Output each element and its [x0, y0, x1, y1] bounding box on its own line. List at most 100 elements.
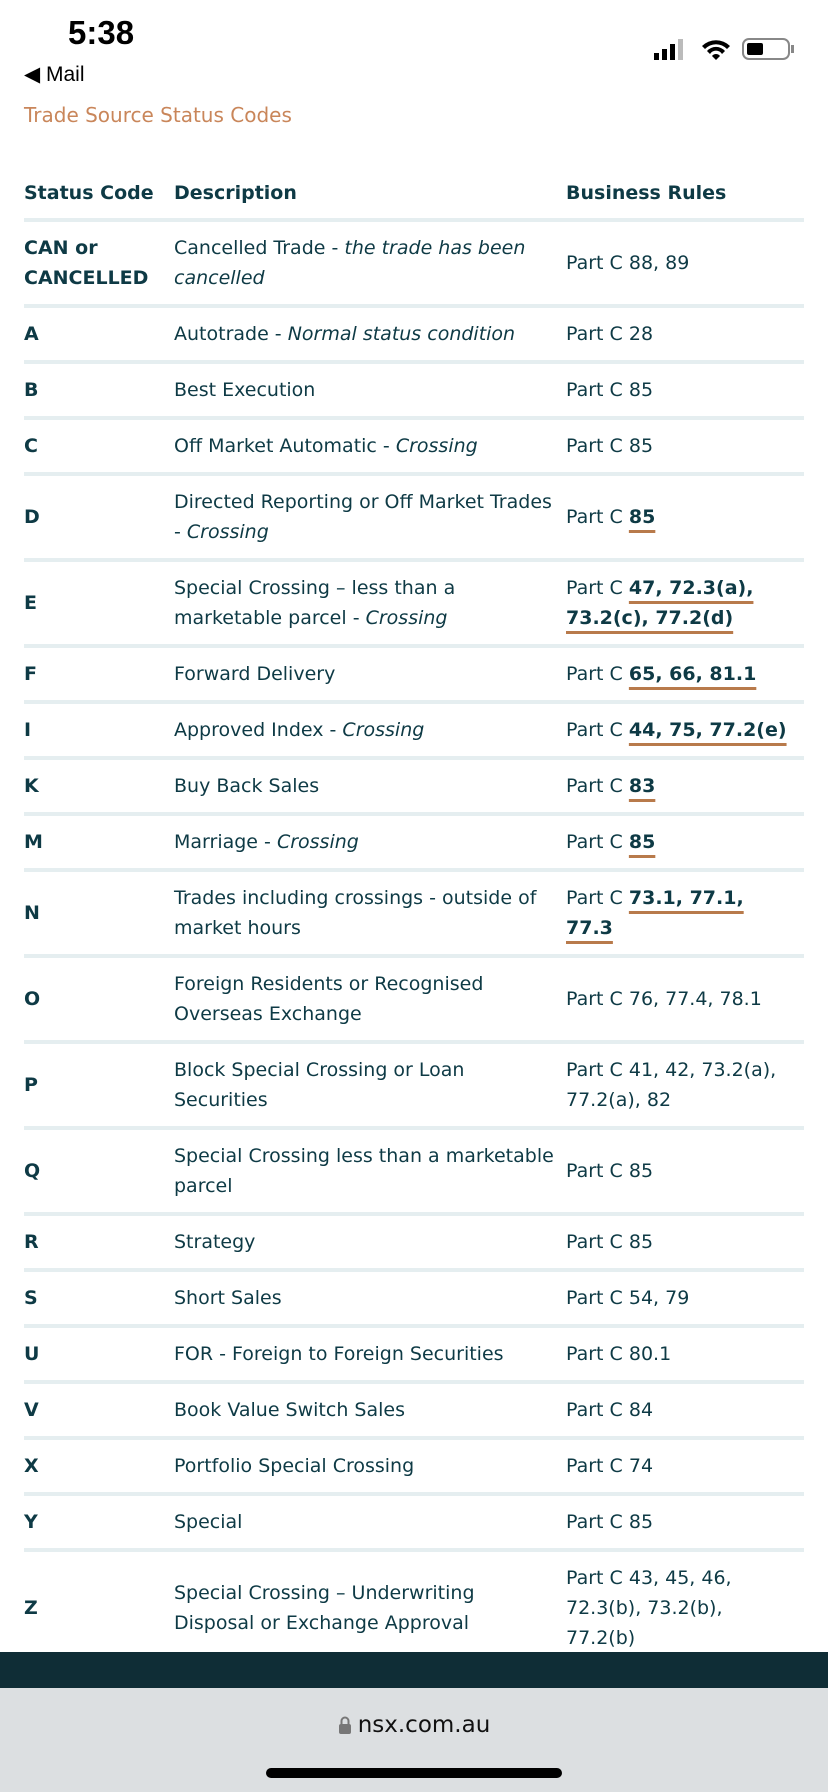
status-code: U: [24, 1326, 174, 1384]
status-code: K: [24, 758, 174, 816]
business-rules: Part C 44, 75, 77.2(e): [566, 702, 804, 760]
description: Special: [174, 1494, 566, 1552]
rule-text: Part C 41, 42, 73.2(a), 77.2(a), 82: [566, 1059, 777, 1111]
row: X Portfolio Special Crossing Part C 74: [24, 1438, 804, 1496]
description-text: Marriage -: [174, 831, 277, 853]
description: Approved Index - Crossing: [174, 702, 566, 760]
rule-text: Part C 85: [566, 435, 654, 457]
status-code: B: [24, 362, 174, 420]
row: Q Special Crossing less than a marketable…: [24, 1128, 804, 1216]
url[interactable]: nsx.com.au: [357, 1712, 491, 1738]
description-text: Approved Index -: [174, 719, 343, 741]
rule-link[interactable]: 73.1, 77.1, 77.3: [566, 887, 744, 939]
description-text: Best Execution: [174, 379, 316, 401]
rule-text: Part C 76, 77.4, 78.1: [566, 988, 762, 1010]
business-rules: Part C 43, 45, 46, 72.3(b), 73.2(b), 77.…: [566, 1550, 804, 1668]
status-code: CAN or CANCELLED: [24, 220, 174, 308]
business-rules: Part C 83: [566, 758, 804, 816]
status-code: E: [24, 560, 174, 648]
description-text: Special Crossing – less than a marketabl…: [174, 577, 456, 629]
status-code: Q: [24, 1128, 174, 1216]
rule-link[interactable]: 44, 75, 77.2(e): [628, 719, 787, 741]
business-rules: Part C 74: [566, 1438, 804, 1496]
rule-text: Part C: [566, 831, 623, 853]
rule-link[interactable]: 47, 72.3(a), 73.2(c), 77.2(d): [566, 577, 754, 629]
status-code: F: [24, 646, 174, 704]
status-icons: [654, 38, 794, 60]
url-bar[interactable]: nsx.com.au: [0, 1712, 828, 1738]
description: Off Market Automatic - Crossing: [174, 418, 566, 476]
rule-text: Part C 84: [566, 1399, 654, 1421]
description-text: Short Sales: [174, 1287, 282, 1309]
status-code: P: [24, 1042, 174, 1130]
description-text: Book Value Switch Sales: [174, 1399, 405, 1421]
row: C Off Market Automatic - Crossing Part C 8…: [24, 418, 804, 476]
row: N Trades including crossings - outside of…: [24, 870, 804, 958]
description-text: Portfolio Special Crossing: [174, 1455, 415, 1477]
row: R Strategy Part C 85: [24, 1214, 804, 1272]
description-text: Strategy: [174, 1231, 256, 1253]
business-rules: Part C 73.1, 77.1, 77.3: [566, 870, 804, 958]
business-rules: Part C 85: [566, 418, 804, 476]
description-emphasis: Crossing: [395, 435, 478, 457]
description-text: Special Crossing less than a marketable …: [174, 1145, 554, 1197]
rule-link[interactable]: 65, 66, 81.1: [628, 663, 757, 685]
status-code: V: [24, 1382, 174, 1440]
rule-text: Part C: [566, 577, 623, 599]
header-row: Status Code Description Business Rules: [24, 168, 804, 222]
description: Block Special Crossing or Loan Securitie…: [174, 1042, 566, 1130]
clock: 5:38: [68, 14, 135, 51]
breadcrumb[interactable]: Trade Source Status Codes: [24, 103, 292, 127]
rule-link[interactable]: 85: [628, 506, 656, 528]
rule-text: Part C 85: [566, 1231, 654, 1253]
business-rules: Part C 85: [566, 1214, 804, 1272]
description: Short Sales: [174, 1270, 566, 1328]
rule-text: Part C 28: [566, 323, 654, 345]
business-rules: Part C 84: [566, 1382, 804, 1440]
description-text: Cancelled Trade -: [174, 237, 345, 259]
rule-text: Part C: [566, 887, 623, 909]
back-label[interactable]: Mail: [45, 63, 85, 86]
status-code: S: [24, 1270, 174, 1328]
description-text: Trades including crossings - outside of …: [174, 887, 537, 939]
rule-text: Part C 88, 89: [566, 252, 690, 274]
row: U FOR - Foreign to Foreign Securities Part…: [24, 1326, 804, 1384]
back-button[interactable]: ◀ Mail: [24, 63, 85, 86]
description: Special Crossing – less than a marketabl…: [174, 560, 566, 648]
row: A Autotrade - Normal status condition Part…: [24, 306, 804, 364]
business-rules: Part C 76, 77.4, 78.1: [566, 956, 804, 1044]
description: Buy Back Sales: [174, 758, 566, 816]
row: B Best Execution Part C 85: [24, 362, 804, 420]
lock-icon: [338, 1716, 351, 1734]
row: D Directed Reporting or Off Market Trades…: [24, 474, 804, 562]
description-text: Foreign Residents or Recognised Overseas…: [174, 973, 484, 1025]
table-body: CAN or CANCELLED Cancelled Trade - the tr…: [24, 220, 804, 1668]
description-text: Special Crossing – Underwriting Disposal…: [174, 1582, 475, 1634]
status-code: D: [24, 474, 174, 562]
description: Trades including crossings - outside of …: [174, 870, 566, 958]
row: F Forward Delivery Part C 65, 66, 81.1: [24, 646, 804, 704]
description: Autotrade - Normal status condition: [174, 306, 566, 364]
business-rules: Part C 28: [566, 306, 804, 364]
rule-text: Part C 54, 79: [566, 1287, 690, 1309]
status-code: Y: [24, 1494, 174, 1552]
rule-link[interactable]: 85: [628, 831, 656, 853]
row: P Block Special Crossing or Loan Securiti…: [24, 1042, 804, 1130]
status-code: A: [24, 306, 174, 364]
description: Cancelled Trade - the trade has been can…: [174, 220, 566, 308]
business-rules: Part C 85: [566, 1494, 804, 1552]
rule-link[interactable]: 83: [628, 775, 656, 797]
rule-text: Part C 74: [566, 1455, 654, 1477]
row: Y Special Part C 85: [24, 1494, 804, 1552]
business-rules: Part C 85: [566, 474, 804, 562]
description-emphasis: the trade has been cancelled: [174, 237, 526, 289]
status-code: I: [24, 702, 174, 760]
description-emphasis: Crossing: [276, 831, 359, 853]
description-text: Block Special Crossing or Loan Securitie…: [174, 1059, 465, 1111]
description-emphasis: Crossing: [186, 521, 269, 543]
row: E Special Crossing – less than a marketab…: [24, 560, 804, 648]
browser-bar: nsx.com.au: [0, 1688, 828, 1792]
description-text: Forward Delivery: [174, 663, 336, 685]
rule-text: Part C: [566, 663, 623, 685]
